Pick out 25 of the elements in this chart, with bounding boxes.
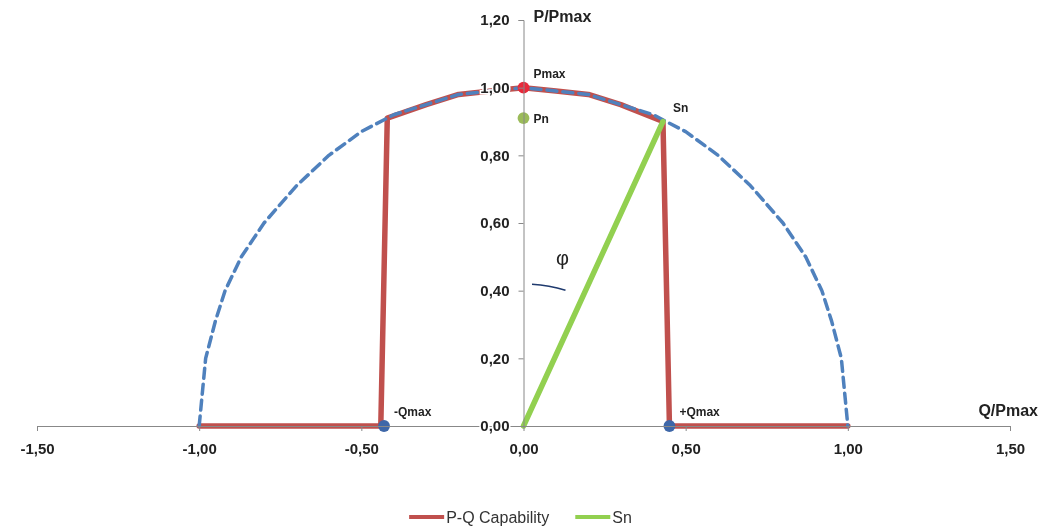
annotation: Pn <box>533 112 549 127</box>
annotation: -Qmax <box>394 405 432 419</box>
x-tick-label: -0,50 <box>344 439 379 457</box>
x-tick-label: 1,00 <box>833 439 863 457</box>
x-tick-label: 1,50 <box>995 439 1026 457</box>
y-tick-label: 0,80 <box>480 146 510 164</box>
y-axis-title: P/Pmax <box>533 8 592 25</box>
y-tick-label: 1,00 <box>480 78 510 96</box>
y-tick-label: 0,00 <box>480 417 510 435</box>
y-tick-label: 0,20 <box>480 349 510 367</box>
annotation: Pmax <box>533 66 566 81</box>
y-tick-label: 0,40 <box>480 281 510 299</box>
y-tick-label: 1,20 <box>480 11 510 29</box>
annotation: φ <box>556 246 570 269</box>
x-tick-label: 0,00 <box>509 439 539 457</box>
annotation: +Qmax <box>679 405 721 419</box>
x-axis-title: Q/Pmax <box>978 402 1039 419</box>
x-tick-label: 0,50 <box>671 439 701 457</box>
point <box>378 420 390 432</box>
y-tick-label: 0,60 <box>480 214 510 232</box>
annotation: Sn <box>672 100 689 115</box>
x-tick-label: -1,50 <box>20 439 55 457</box>
legend-label: Sn <box>612 509 632 526</box>
x-tick-label: -1,00 <box>182 439 217 457</box>
legend-label: P-Q Capability <box>446 509 550 526</box>
